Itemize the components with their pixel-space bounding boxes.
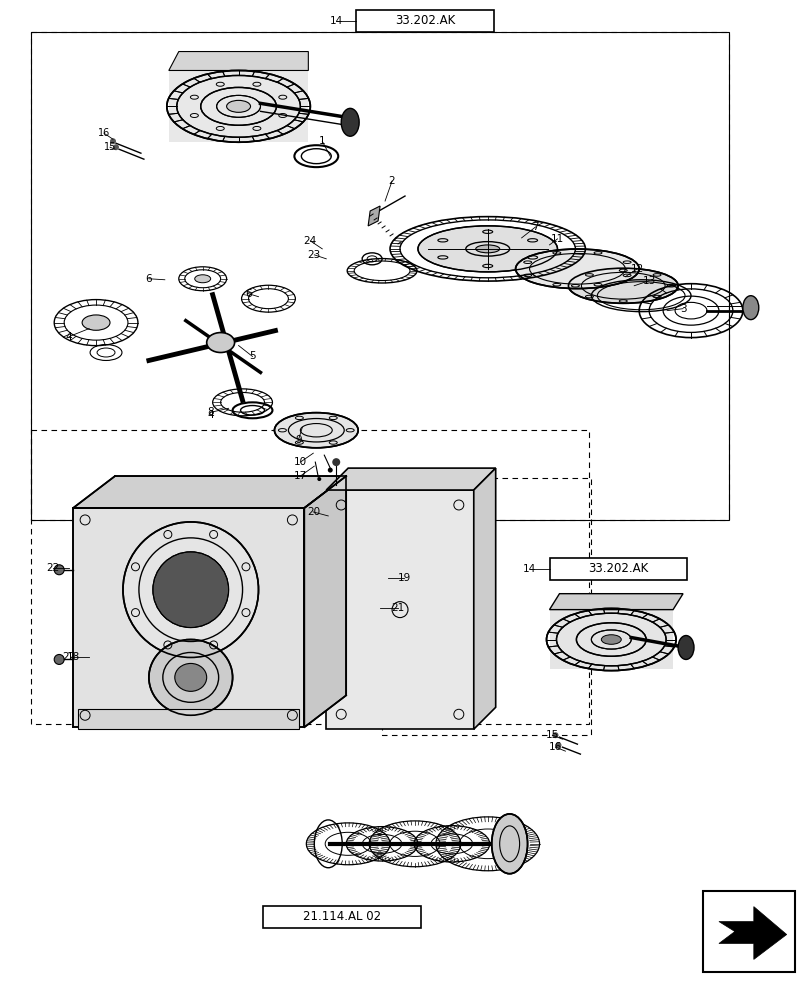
Text: 24: 24 [303,236,316,246]
Text: 2: 2 [388,176,395,186]
Text: 22: 22 [62,652,75,662]
Ellipse shape [174,663,207,691]
Text: 11: 11 [550,234,564,244]
Ellipse shape [515,249,638,289]
Ellipse shape [551,732,558,738]
Text: 10: 10 [294,457,307,467]
Text: 15: 15 [545,730,559,740]
Text: 9: 9 [294,435,302,445]
Ellipse shape [317,477,321,481]
Ellipse shape [328,468,333,473]
Ellipse shape [109,138,116,144]
Ellipse shape [677,636,693,659]
Ellipse shape [568,268,677,303]
Ellipse shape [54,654,64,664]
Text: 33.202.AK: 33.202.AK [394,14,454,27]
Ellipse shape [555,742,560,748]
Text: 19: 19 [397,573,410,583]
Bar [263,906,420,928]
Text: 16: 16 [98,128,110,138]
Polygon shape [549,610,672,669]
Text: 12: 12 [630,264,643,274]
Ellipse shape [82,315,109,330]
Polygon shape [367,206,380,226]
Ellipse shape [148,640,232,715]
Polygon shape [549,594,682,610]
Ellipse shape [475,245,499,253]
Ellipse shape [341,108,358,136]
Ellipse shape [54,565,64,575]
Polygon shape [718,907,786,959]
Text: 13: 13 [642,276,655,286]
Bar [702,891,794,972]
Bar [382,478,590,735]
Polygon shape [169,52,308,70]
Text: 5: 5 [249,351,255,361]
Bar [549,558,686,580]
Text: 22: 22 [46,563,60,573]
Ellipse shape [122,522,258,657]
Ellipse shape [332,458,340,466]
Ellipse shape [742,296,757,320]
Ellipse shape [491,814,527,874]
Polygon shape [326,468,495,490]
Polygon shape [78,709,299,729]
Text: 14: 14 [522,564,535,574]
Text: 17: 17 [294,471,307,481]
Bar [356,10,493,32]
Polygon shape [326,490,473,729]
Text: 7: 7 [531,222,539,232]
Text: 15: 15 [104,142,116,152]
Text: 16: 16 [548,742,561,752]
Text: 18: 18 [67,652,79,662]
Ellipse shape [207,333,234,353]
Text: 20: 20 [307,507,320,517]
Ellipse shape [601,635,620,644]
Text: 4: 4 [66,332,72,342]
Ellipse shape [195,275,210,283]
Text: 6: 6 [145,274,152,284]
Ellipse shape [274,413,358,448]
Bar [32,32,728,520]
Bar [32,430,589,724]
Polygon shape [169,70,308,142]
Text: 4: 4 [207,410,214,420]
Ellipse shape [418,226,557,272]
Polygon shape [73,476,345,508]
Text: 21: 21 [391,603,404,613]
Text: 3: 3 [679,304,685,314]
Polygon shape [473,468,495,729]
Text: 21.114.AL 02: 21.114.AL 02 [303,910,381,923]
Ellipse shape [113,144,119,150]
Ellipse shape [152,552,229,628]
Text: 33.202.AK: 33.202.AK [587,562,648,575]
Bar [32,32,728,520]
Ellipse shape [226,100,251,112]
Text: 14: 14 [329,16,342,26]
Polygon shape [73,508,304,727]
Text: 8: 8 [207,407,214,417]
Text: 1: 1 [319,136,325,146]
Text: 23: 23 [307,250,320,260]
Polygon shape [304,476,345,727]
Text: 6: 6 [245,289,251,299]
